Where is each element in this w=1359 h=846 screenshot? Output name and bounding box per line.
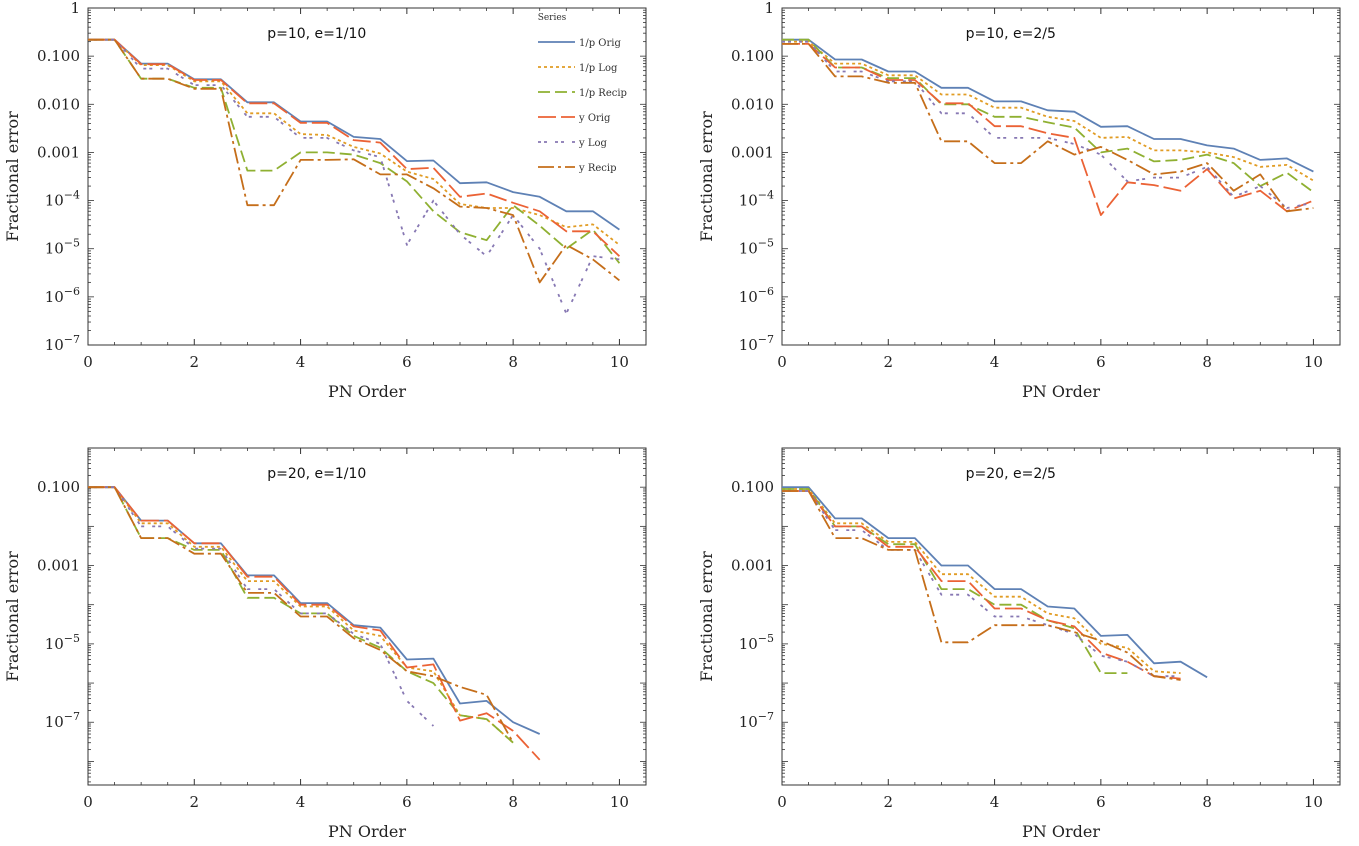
series-line-1-p-log — [782, 488, 1181, 674]
legend-entry-label: 1/p Recip — [579, 88, 627, 99]
series-line-1-p-orig — [782, 486, 1208, 679]
legend-entry-label: y Recip — [578, 163, 616, 174]
x-tick-label: 4 — [990, 353, 1000, 371]
x-tick-label: 6 — [1096, 793, 1106, 811]
x-tick-label: 6 — [402, 353, 412, 371]
y-tick-label: 10−6 — [739, 285, 774, 306]
y-tick-label: 0.001 — [37, 557, 80, 575]
x-tick-label: 8 — [508, 353, 518, 371]
series-line-y-orig — [88, 38, 621, 257]
x-tick-label: 4 — [296, 353, 306, 371]
plot-frame — [87, 7, 647, 346]
panel-title: p=20, e=2/5 — [966, 466, 1056, 482]
x-axis-label: PN Order — [1022, 382, 1100, 401]
plot-frame — [781, 7, 1341, 346]
plot-frame — [87, 447, 647, 786]
x-tick-label: 0 — [83, 793, 93, 811]
x-tick-label: 10 — [610, 793, 629, 811]
series-line-1-p-recip — [782, 38, 1314, 193]
legend-entry-label: y Orig — [578, 113, 611, 124]
y-tick-label: 10−4 — [739, 189, 774, 210]
y-tick-label: 10−5 — [739, 237, 774, 258]
series-line-1-p-recip — [88, 38, 621, 264]
y-tick-label: 0.100 — [731, 47, 774, 65]
y-tick-label: 0.001 — [37, 143, 80, 161]
series-line-y-log — [88, 38, 620, 315]
series-line-y-log — [782, 40, 1314, 209]
series-line-y-recip — [88, 38, 620, 284]
x-tick-label: 0 — [83, 353, 93, 371]
y-tick-label: 0.001 — [731, 143, 774, 161]
panel-title: p=10, e=1/10 — [267, 26, 366, 42]
x-tick-label: 4 — [990, 793, 1000, 811]
y-tick-label: 10−5 — [739, 632, 774, 653]
y-tick-label: 10−7 — [739, 333, 774, 354]
x-tick-label: 6 — [1096, 353, 1106, 371]
y-tick-label: 10−5 — [45, 237, 80, 258]
series-line-y-recip — [782, 490, 1181, 681]
legend-entry-label: 1/p Log — [579, 63, 618, 74]
x-tick-label: 2 — [884, 353, 894, 371]
series-line-1-p-log — [88, 486, 514, 744]
y-tick-label: 0.100 — [37, 47, 80, 65]
legend-entry-label: y Log — [578, 138, 607, 149]
series-line-1-p-orig — [88, 486, 541, 735]
y-axis-label: Fractional error — [3, 551, 22, 682]
series-line-y-orig — [782, 43, 1314, 216]
y-tick-label: 0.010 — [37, 95, 80, 113]
series-line-1-p-log — [782, 40, 1314, 182]
legend: Series 1/p Orig 1/p Log 1/p Recip y Orig y Lo… — [538, 13, 627, 174]
y-axis-label: Fractional error — [697, 111, 716, 242]
y-tick-label: 1 — [70, 0, 80, 17]
panel-title: p=20, e=1/10 — [267, 466, 366, 482]
y-tick-label: 0.010 — [731, 95, 774, 113]
y-tick-label: 0.001 — [731, 557, 774, 575]
x-tick-label: 2 — [190, 793, 200, 811]
chart-panel-3: 0 2 4 6 8 10 10−7 10−5 0.001 0.100 PN Order Fractio… — [3, 447, 647, 841]
y-tick-label: 10−6 — [45, 285, 80, 306]
y-tick-label: 1 — [764, 0, 774, 17]
panel-title: p=10, e=2/5 — [966, 26, 1056, 42]
x-tick-label: 2 — [884, 793, 894, 811]
y-tick-label: 10−7 — [45, 333, 80, 354]
series-line-y-log — [88, 486, 435, 727]
y-tick-label: 0.100 — [37, 478, 80, 496]
x-tick-label: 10 — [610, 353, 629, 371]
legend-entry-label: 1/p Orig — [579, 38, 621, 49]
y-tick-label: 10−7 — [45, 710, 80, 731]
x-axis-label: PN Order — [1022, 822, 1100, 841]
series-line-y-orig — [782, 490, 1181, 680]
chart-panel-2: 0 2 4 6 8 10 10−7 10−6 10−5 10−4 0.001 0.010 0.100 1 P… — [697, 0, 1341, 401]
y-tick-label: 10−5 — [45, 632, 80, 653]
chart-panel-1: 0 2 4 6 8 10 10−7 10−6 10−5 10−4 0.001 0.010 0.100 1 P… — [3, 0, 647, 401]
x-tick-label: 2 — [190, 353, 200, 371]
x-tick-label: 8 — [1202, 353, 1212, 371]
series-line-1-p-log — [88, 38, 620, 246]
x-tick-label: 10 — [1304, 793, 1323, 811]
x-axis-label: PN Order — [328, 382, 406, 401]
series-line-y-recip — [88, 486, 514, 744]
x-tick-label: 6 — [402, 793, 412, 811]
chart-panel-4: 0 2 4 6 8 10 10−7 10−5 0.001 0.100 PN Order Fractio… — [697, 447, 1341, 841]
x-tick-label: 8 — [508, 793, 518, 811]
x-tick-label: 0 — [777, 793, 787, 811]
x-tick-label: 10 — [1304, 353, 1323, 371]
y-axis-label: Fractional error — [697, 551, 716, 682]
series-line-y-recip — [782, 43, 1314, 213]
y-tick-label: 10−4 — [45, 189, 80, 210]
y-tick-label: 0.100 — [731, 478, 774, 496]
x-tick-label: 0 — [777, 353, 787, 371]
y-axis-label: Fractional error — [3, 111, 22, 242]
legend-title: Series — [538, 13, 567, 23]
x-tick-label: 4 — [296, 793, 306, 811]
series-line-y-log — [782, 490, 1181, 678]
x-tick-label: 8 — [1202, 793, 1212, 811]
series-line-1-p-orig — [782, 38, 1314, 173]
x-axis-label: PN Order — [328, 822, 406, 841]
series-line-1-p-recip — [88, 486, 514, 744]
series-line-y-orig — [88, 486, 541, 761]
y-tick-label: 10−7 — [739, 710, 774, 731]
